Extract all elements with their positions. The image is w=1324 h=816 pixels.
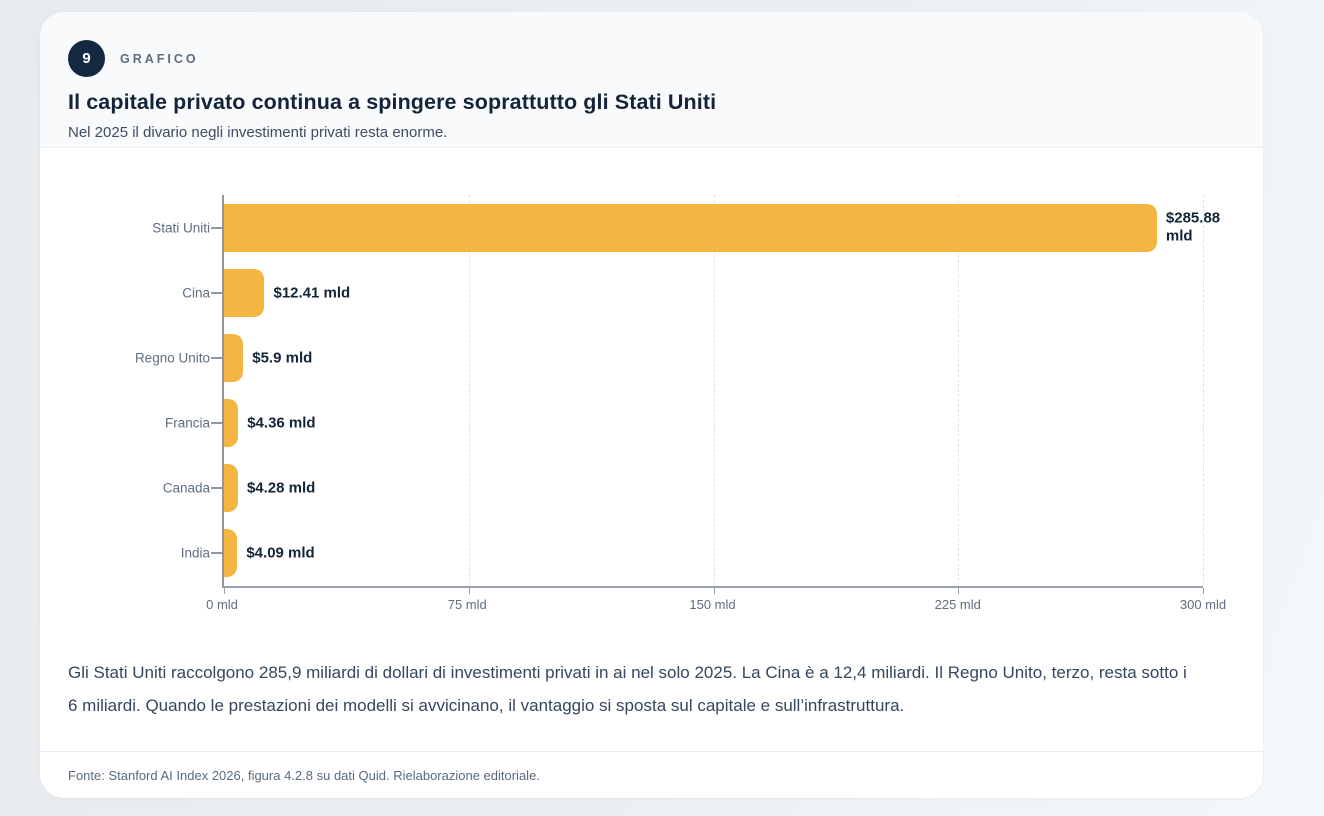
- value-label: $4.36 mld: [247, 414, 316, 432]
- bar-row: Canada $4.28 mld: [163, 456, 1203, 521]
- value-label: $12.41 mld: [273, 284, 351, 302]
- x-axis-tick-mark: [713, 588, 715, 594]
- x-axis-tick-label: 0 mld: [206, 597, 238, 612]
- value-label: $285.88 mld: [1165, 208, 1221, 245]
- bar: [224, 333, 244, 382]
- bar-row: Francia $4.36 mld: [165, 391, 1203, 456]
- category-tick: [211, 291, 222, 294]
- x-axis: 0 mld 75 mld 150 mld 225 mld 300 mld: [206, 588, 1226, 624]
- commentary-text: Gli Stati Uniti raccolgono 285,9 miliard…: [40, 624, 1263, 722]
- plot-area: Stati Uniti $285.88 mld Cina $12.41 mld Regn…: [135, 195, 1220, 594]
- gridline: [468, 195, 470, 586]
- chart-title: Il capitale privato continua a spingere …: [68, 90, 717, 114]
- category-tick: [211, 226, 222, 229]
- kicker-row: 9 GRAFICO: [68, 40, 1235, 77]
- card-footer: Fonte: Stanford AI Index 2026, figura 4.…: [40, 751, 1263, 798]
- chart-subtitle: Nel 2025 il divario negli investimenti p…: [68, 124, 448, 141]
- category-label: Francia: [164, 415, 210, 431]
- gridline: [1203, 195, 1204, 586]
- value-label: $5.9 mld: [252, 349, 313, 367]
- x-axis-tick-label: 75 mld: [447, 597, 487, 612]
- card-header: 9 GRAFICO Il capitale privato continua a…: [40, 12, 1263, 148]
- gridline: [958, 195, 960, 586]
- bar: [224, 203, 1157, 252]
- gridline: [713, 195, 715, 586]
- source-note: Fonte: Stanford AI Index 2026, figura 4.…: [68, 767, 540, 783]
- category-tick: [211, 552, 222, 555]
- bar-chart: Stati Uniti $285.88 mld Cina $12.41 mld Regn…: [40, 148, 1263, 624]
- bar: [224, 529, 238, 578]
- x-axis-tick-label: 225 mld: [934, 597, 981, 612]
- category-label: Regno Unito: [134, 350, 210, 366]
- category-tick: [211, 356, 222, 359]
- category-label: Canada: [162, 480, 210, 496]
- kicker-label: GRAFICO: [120, 51, 199, 66]
- x-axis-tick-label: 150 mld: [689, 597, 736, 612]
- x-axis-tick-mark: [468, 588, 470, 594]
- bar: [224, 399, 239, 448]
- value-label: $4.09 mld: [246, 544, 315, 562]
- bar-row: Stati Uniti $285.88 mld: [152, 195, 1220, 260]
- category-tick: [211, 422, 222, 425]
- bar-row: Cina $12.41 mld: [182, 260, 1203, 325]
- category-label: Stati Uniti: [152, 220, 210, 236]
- category-tick: [211, 487, 222, 490]
- x-axis-tick-mark: [958, 588, 960, 594]
- value-label: $4.28 mld: [246, 479, 316, 497]
- chart-card: 9 GRAFICO Il capitale privato continua a…: [40, 12, 1263, 798]
- x-axis-tick-mark: [1203, 588, 1204, 594]
- figure-number-badge: 9: [68, 40, 105, 77]
- x-axis-tick-mark: [224, 588, 225, 594]
- bar-row: India $4.09 mld: [181, 521, 1203, 586]
- category-label: India: [180, 545, 210, 561]
- category-label: Cina: [182, 285, 210, 301]
- x-axis-tick-label: 300 mld: [1179, 597, 1227, 612]
- bar-row: Regno Unito $5.9 mld: [135, 325, 1203, 390]
- bar: [224, 464, 238, 513]
- bar: [224, 268, 265, 317]
